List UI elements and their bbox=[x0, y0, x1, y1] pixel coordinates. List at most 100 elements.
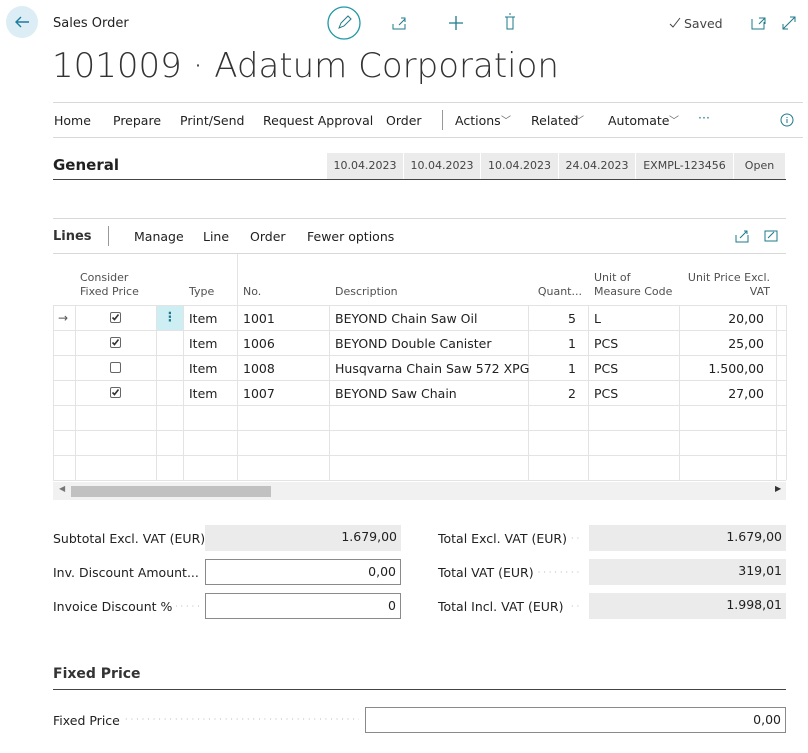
column-divider bbox=[588, 305, 589, 480]
menu-item[interactable]: Home bbox=[54, 113, 91, 128]
row-divider bbox=[53, 405, 786, 406]
back-button[interactable] bbox=[6, 6, 38, 38]
column-header[interactable]: Unit of Measure Code bbox=[594, 271, 673, 298]
field-value: 1.998,01 bbox=[589, 593, 786, 619]
menu-item[interactable]: Request Approval bbox=[263, 113, 374, 128]
cell[interactable]: Item bbox=[189, 311, 218, 326]
row-divider bbox=[53, 380, 786, 381]
menu-item[interactable]: Prepare bbox=[113, 113, 162, 128]
field-label: Subtotal Excl. VAT (EUR) bbox=[53, 531, 210, 546]
column-divider bbox=[786, 305, 787, 480]
lines-action[interactable]: Manage bbox=[134, 229, 184, 244]
field-label: Fixed Price bbox=[53, 713, 124, 728]
column-divider bbox=[237, 254, 238, 480]
menu-item[interactable]: Automate bbox=[608, 113, 670, 128]
chevron[interactable]: ﹀ bbox=[669, 116, 679, 127]
cell[interactable]: Item bbox=[189, 386, 218, 401]
cell[interactable]: BEYOND Double Canister bbox=[335, 336, 492, 351]
window-icons[interactable] bbox=[750, 14, 800, 32]
cell[interactable]: Husqvarna Chain Saw 572 XPG bbox=[335, 361, 530, 376]
column-divider bbox=[329, 305, 330, 480]
general-field[interactable]: EXMPL-123456 bbox=[636, 153, 733, 179]
column-divider bbox=[679, 305, 680, 480]
general-field[interactable]: 10.04.2023 bbox=[327, 153, 403, 179]
section-title[interactable]: General bbox=[53, 156, 119, 174]
chevron[interactable]: ﹀ bbox=[574, 116, 584, 127]
row-divider bbox=[53, 330, 786, 331]
chevron[interactable]: ﹀ bbox=[501, 116, 511, 127]
checkbox[interactable] bbox=[110, 337, 121, 348]
cell[interactable]: 1007 bbox=[243, 386, 275, 401]
more-menu[interactable]: ··· bbox=[698, 110, 710, 125]
cell[interactable]: 1001 bbox=[243, 311, 275, 326]
cell[interactable]: 1 bbox=[568, 336, 576, 351]
cell[interactable]: 20,00 bbox=[728, 311, 764, 326]
column-divider bbox=[156, 305, 157, 480]
cell[interactable]: BEYOND Saw Chain bbox=[335, 386, 457, 401]
cell[interactable]: 1008 bbox=[243, 361, 275, 376]
checkbox[interactable] bbox=[110, 387, 121, 398]
column-header[interactable]: Quant... bbox=[537, 285, 582, 298]
row-divider bbox=[53, 480, 786, 481]
column-divider bbox=[776, 305, 777, 480]
column-divider bbox=[528, 305, 529, 480]
column-header[interactable]: Consider Fixed Price bbox=[80, 271, 139, 298]
row-divider bbox=[53, 430, 786, 431]
general-field[interactable]: 24.04.2023 bbox=[559, 153, 635, 179]
column-header[interactable]: Unit Price Excl. VAT bbox=[687, 271, 770, 298]
cell[interactable]: BEYOND Chain Saw Oil bbox=[335, 311, 478, 326]
cell[interactable]: L bbox=[594, 311, 601, 326]
cell[interactable]: 1006 bbox=[243, 336, 275, 351]
checkbox[interactable] bbox=[110, 312, 121, 323]
menu-item[interactable]: Order bbox=[386, 113, 422, 128]
lines-action[interactable]: Line bbox=[203, 229, 230, 244]
save-status: Saved bbox=[684, 16, 723, 31]
cell[interactable]: PCS bbox=[594, 336, 619, 351]
field-value: 1.679,00 bbox=[205, 525, 401, 551]
cell[interactable]: 5 bbox=[568, 311, 576, 326]
saved-icon bbox=[669, 17, 681, 28]
field-value[interactable]: 0 bbox=[205, 593, 401, 619]
lines-title: Lines bbox=[53, 229, 92, 244]
lines-action[interactable]: Fewer options bbox=[307, 229, 395, 244]
current-row-arrow: → bbox=[58, 311, 69, 325]
cell[interactable]: PCS bbox=[594, 386, 619, 401]
menu-item[interactable]: Actions bbox=[455, 113, 501, 128]
row-divider bbox=[53, 355, 786, 356]
cell[interactable]: 27,00 bbox=[728, 386, 764, 401]
column-divider bbox=[183, 305, 184, 480]
field-label: Inv. Discount Amount... bbox=[53, 565, 203, 580]
checkbox[interactable] bbox=[110, 362, 121, 373]
cell[interactable]: 2 bbox=[568, 386, 576, 401]
column-divider bbox=[75, 305, 76, 480]
field-label: Invoice Discount % bbox=[53, 599, 177, 614]
general-field[interactable]: 10.04.2023 bbox=[481, 153, 558, 179]
field-value[interactable]: 0,00 bbox=[365, 707, 786, 733]
row-menu[interactable]: ⋮ bbox=[157, 306, 183, 330]
cell[interactable]: Item bbox=[189, 336, 218, 351]
scrollbar[interactable]: ◀ ▶ bbox=[53, 482, 786, 500]
lines-icons[interactable] bbox=[734, 228, 780, 244]
column-header[interactable]: No. bbox=[243, 285, 262, 298]
column-header[interactable]: Description bbox=[335, 285, 398, 298]
general-field[interactable]: 10.04.2023 bbox=[404, 153, 480, 179]
info-icon[interactable] bbox=[780, 113, 794, 127]
lines-action[interactable]: Order bbox=[250, 229, 286, 244]
general-field[interactable]: Open bbox=[734, 153, 785, 179]
cell[interactable]: 1 bbox=[568, 361, 576, 376]
cell[interactable]: Item bbox=[189, 361, 218, 376]
menu-item[interactable]: Print/Send bbox=[180, 113, 245, 128]
field-label: Total VAT (EUR) bbox=[438, 565, 538, 580]
section-title: Fixed Price bbox=[53, 666, 141, 682]
field-value: 319,01 bbox=[589, 559, 786, 585]
cell[interactable]: PCS bbox=[594, 361, 619, 376]
cell[interactable]: 25,00 bbox=[728, 336, 764, 351]
column-header[interactable]: Type bbox=[189, 285, 215, 298]
field-value[interactable]: 0,00 bbox=[205, 559, 401, 585]
cell[interactable]: 1.500,00 bbox=[708, 361, 764, 376]
menu-item[interactable]: Related bbox=[531, 113, 579, 128]
toolbar-icons[interactable] bbox=[327, 6, 537, 40]
row-divider bbox=[53, 305, 786, 306]
page-title: 101009 · Adatum Corporation bbox=[52, 46, 559, 86]
